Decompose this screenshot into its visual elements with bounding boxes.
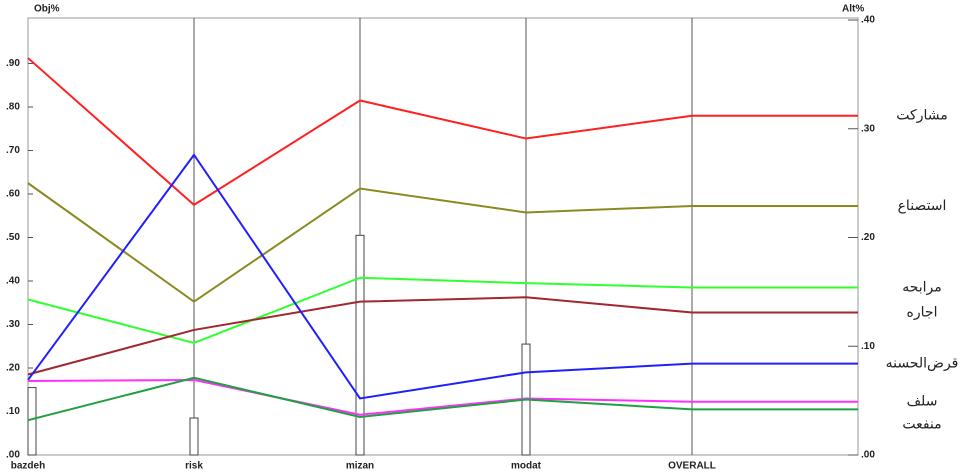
legend-label: اجاره [907,305,938,321]
y-tick-label: .10 [6,406,20,417]
legend-label: مرابحه [902,280,942,296]
y-tick-label: .50 [6,232,20,243]
y-tick-label: .60 [6,189,20,200]
plot-frame [27,17,859,456]
x-tick-label: mizan [346,461,374,472]
y-tick-label: .00 [6,450,20,461]
alt-line [27,378,693,416]
weight-bar [189,417,199,456]
legend-label: استصناع [898,198,947,214]
legend-label: منفعت [902,417,941,433]
alt-line [27,296,693,376]
legend-label: سلف [907,394,938,410]
legend-label: مشارکت [896,108,947,124]
x-tick-label: bazdeh [11,461,45,472]
x-tick-label: OVERALL [668,461,716,472]
y2-tick-label: .00 [861,450,875,461]
y-tick-label: .70 [6,145,20,156]
y-tick-label: .90 [6,58,20,69]
alt-line [27,57,693,207]
weight-bar [27,387,37,456]
alt-line [27,276,693,345]
y-tick-label: .40 [6,276,20,287]
y-axis-label: Obj% [34,4,60,15]
alt-line [27,153,693,400]
y2-tick-label: .40 [861,15,875,26]
x-tick-label: risk [185,461,203,472]
y-tick-label: .20 [6,363,20,374]
x-tick-label: modat [511,461,542,472]
weight-bar [355,234,365,456]
alt-line [27,376,693,422]
y2-tick-label: .30 [861,123,875,134]
alt-line [27,182,693,303]
y2-tick-label: .10 [861,341,875,352]
legend-label: قرض‌الحسنه [886,356,959,372]
y2-tick-label: .20 [861,232,875,243]
y-tick-label: .30 [6,319,20,330]
y-tick-label: .80 [6,102,20,113]
y2-axis-label: Alt% [842,4,864,15]
